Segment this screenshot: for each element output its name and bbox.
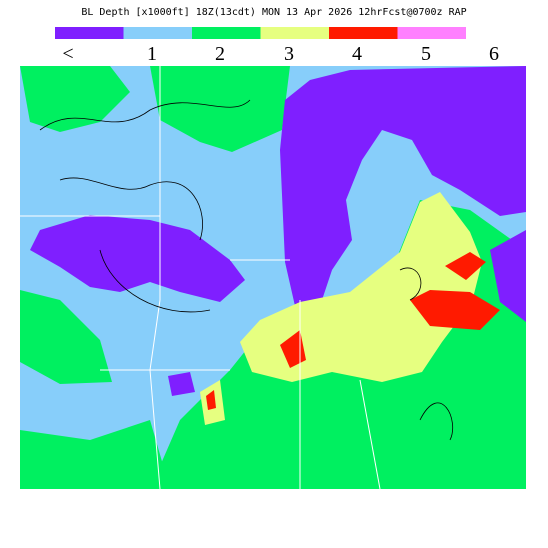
legend-label: 4 bbox=[352, 43, 362, 65]
field-region bbox=[490, 230, 526, 322]
legend-label: 5 bbox=[421, 43, 431, 65]
legend-swatch bbox=[397, 27, 466, 39]
field-region bbox=[410, 290, 500, 330]
title: BL Depth [x1000ft] 18Z(13cdt) MON 13 Apr… bbox=[81, 7, 466, 18]
field-region bbox=[280, 66, 526, 306]
legend-swatch bbox=[55, 27, 124, 39]
legend-label: 6 bbox=[489, 43, 499, 65]
legend: <1 2 3 4 5 6 bbox=[55, 27, 499, 65]
legend-swatch bbox=[329, 27, 398, 39]
field-region bbox=[20, 420, 170, 489]
field-region bbox=[150, 66, 290, 152]
legend-swatch bbox=[192, 27, 261, 39]
legend-label: 3 bbox=[284, 43, 294, 65]
field-region bbox=[30, 215, 245, 302]
legend-label: 2 bbox=[215, 43, 225, 65]
field-region bbox=[445, 252, 486, 280]
legend-swatch bbox=[260, 27, 329, 39]
contour-line bbox=[39, 99, 454, 441]
field-region bbox=[206, 390, 216, 410]
legend-label: < bbox=[62, 43, 73, 65]
legend-label: 1 bbox=[147, 43, 157, 65]
field-region bbox=[20, 66, 130, 132]
legend-swatch bbox=[123, 27, 192, 39]
map bbox=[20, 66, 526, 490]
field-region bbox=[168, 372, 195, 396]
state-boundary bbox=[20, 66, 381, 490]
field-region bbox=[20, 290, 112, 384]
